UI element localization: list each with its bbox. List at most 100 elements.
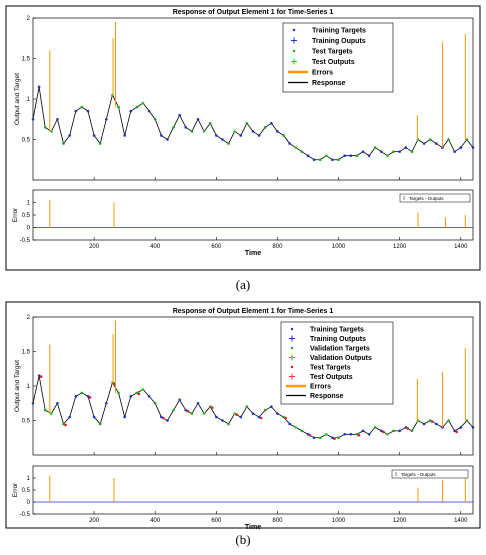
test-point	[333, 437, 336, 441]
data-point	[166, 419, 169, 422]
data-point	[270, 122, 273, 125]
data-point	[325, 154, 328, 157]
x-tick-label: 1000	[332, 518, 346, 524]
data-point	[215, 415, 218, 419]
data-point	[62, 422, 65, 426]
error-legend-box	[399, 193, 471, 203]
legend-swatch	[292, 49, 296, 53]
data-point	[288, 422, 291, 426]
data-point	[343, 154, 346, 157]
data-point	[459, 426, 463, 429]
legend-entry: Training Targets	[312, 28, 366, 35]
data-point	[453, 150, 456, 153]
test-point	[430, 420, 434, 423]
data-point	[202, 130, 206, 133]
data-point	[312, 158, 316, 162]
legend-entry: Training Targets	[310, 327, 364, 334]
data-point	[129, 395, 133, 398]
data-point	[251, 412, 255, 415]
data-point	[172, 408, 175, 412]
data-point	[392, 429, 395, 433]
test-point	[137, 392, 141, 396]
error-y-tick-label: 0	[27, 500, 31, 506]
data-point	[166, 138, 169, 141]
error-y-tick-label: 0.5	[22, 488, 31, 494]
legend-entry: Training Ouputs	[312, 38, 366, 45]
data-point	[123, 415, 126, 419]
data-point	[441, 426, 444, 429]
data-point	[68, 134, 71, 137]
data-point	[367, 433, 371, 436]
caption-b: (b)	[235, 532, 251, 547]
test-point	[88, 396, 92, 399]
data-point	[50, 412, 53, 415]
x-tick-label: 200	[89, 518, 100, 524]
legend-entry: Response	[310, 393, 344, 400]
data-point	[288, 142, 291, 145]
data-point	[221, 419, 224, 422]
data-point	[233, 412, 236, 415]
data-point	[337, 436, 340, 440]
caption-a: (a)	[235, 277, 251, 292]
test-point	[406, 427, 410, 430]
data-point	[147, 109, 151, 113]
data-point	[361, 150, 365, 153]
data-point	[270, 405, 273, 409]
data-point	[386, 433, 389, 436]
data-point	[465, 419, 469, 422]
data-point	[239, 415, 243, 419]
test-point	[455, 430, 458, 434]
data-point	[62, 142, 65, 145]
error-y-tick-label: 1	[27, 476, 31, 482]
data-point	[318, 158, 322, 162]
data-point	[318, 436, 322, 440]
data-point	[190, 130, 194, 133]
data-point	[86, 395, 90, 398]
data-point	[343, 433, 346, 436]
data-point	[80, 391, 84, 395]
data-point	[80, 105, 84, 109]
data-point	[135, 105, 139, 109]
error-y-tick-label: 1	[27, 201, 31, 207]
y-tick-label: 2	[27, 315, 31, 321]
data-point	[50, 130, 53, 133]
data-point	[306, 433, 310, 436]
data-point	[331, 436, 334, 440]
x-tick-label: 400	[150, 244, 161, 250]
x-tick-label: 1400	[454, 518, 468, 524]
data-point	[105, 401, 108, 405]
data-point	[380, 150, 383, 153]
test-point	[210, 406, 214, 410]
error-legend-text: Targets - Outputs	[401, 472, 436, 477]
data-point	[184, 408, 188, 412]
data-point	[422, 142, 426, 145]
data-point	[98, 142, 102, 145]
data-point	[74, 109, 78, 113]
data-point	[294, 146, 298, 149]
data-point	[123, 134, 126, 137]
legend-swatch	[292, 28, 296, 32]
chart-title: Response of Output Element 1 for Time-Se…	[173, 308, 334, 315]
data-point	[160, 415, 163, 419]
data-point	[300, 150, 304, 153]
chart-title: Response of Output Element 1 for Time-Se…	[173, 9, 334, 16]
data-point	[392, 150, 395, 153]
data-point	[435, 142, 438, 145]
data-point	[428, 138, 432, 141]
x-tick-label: 800	[272, 244, 283, 250]
data-point	[435, 422, 438, 426]
data-point	[404, 426, 408, 429]
data-point	[300, 429, 304, 433]
y-tick-label: 1	[27, 384, 31, 390]
chart-0: Response of Output Element 1 for Time-Se…	[5, 5, 481, 271]
data-point	[239, 134, 243, 137]
data-point	[172, 126, 175, 129]
data-point	[276, 412, 279, 415]
test-point	[64, 423, 67, 427]
main-plot-area	[32, 17, 474, 181]
data-point	[135, 391, 139, 395]
data-point	[447, 419, 450, 422]
test-point	[357, 434, 361, 437]
data-point	[367, 154, 371, 157]
